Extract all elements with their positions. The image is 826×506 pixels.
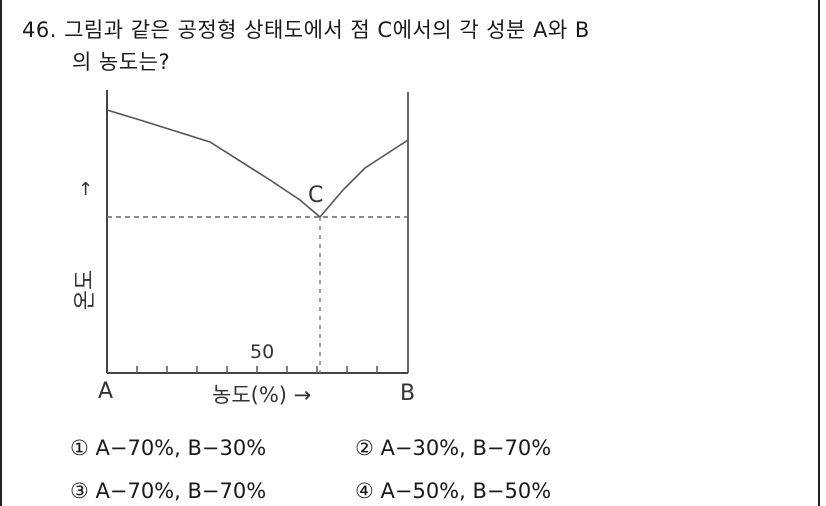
choice-4[interactable]: ④ A−50%, B−50% bbox=[355, 479, 552, 503]
liquidus-curve-right bbox=[319, 139, 409, 218]
eutectic-phase-diagram: C ↑ 온도 50 A B 농도(%) → bbox=[60, 80, 430, 410]
x-axis-ticks bbox=[136, 366, 378, 373]
question-text-line1: 46. 그림과 같은 공정형 상태도에서 점 C에서의 각 성분 A와 B bbox=[22, 18, 590, 42]
point-c-label: C bbox=[308, 183, 323, 208]
tick-label-50: 50 bbox=[250, 341, 274, 363]
choice-2[interactable]: ② A−30%, B−70% bbox=[355, 436, 552, 460]
liquidus-curve-left bbox=[106, 109, 321, 218]
page-border-left bbox=[0, 0, 2, 506]
choice-3[interactable]: ③ A−70%, B−70% bbox=[70, 479, 267, 503]
left-component-label: A bbox=[98, 379, 113, 404]
y-axis-title: 온도 bbox=[73, 270, 98, 310]
page-border-right bbox=[818, 0, 820, 506]
x-axis-title: 농도(%) → bbox=[212, 383, 311, 407]
y-axis-arrow: ↑ bbox=[78, 179, 93, 200]
question-text-line2: 의 농도는? bbox=[72, 50, 171, 74]
choice-1[interactable]: ① A−70%, B−30% bbox=[70, 436, 267, 460]
right-component-label: B bbox=[400, 381, 415, 406]
